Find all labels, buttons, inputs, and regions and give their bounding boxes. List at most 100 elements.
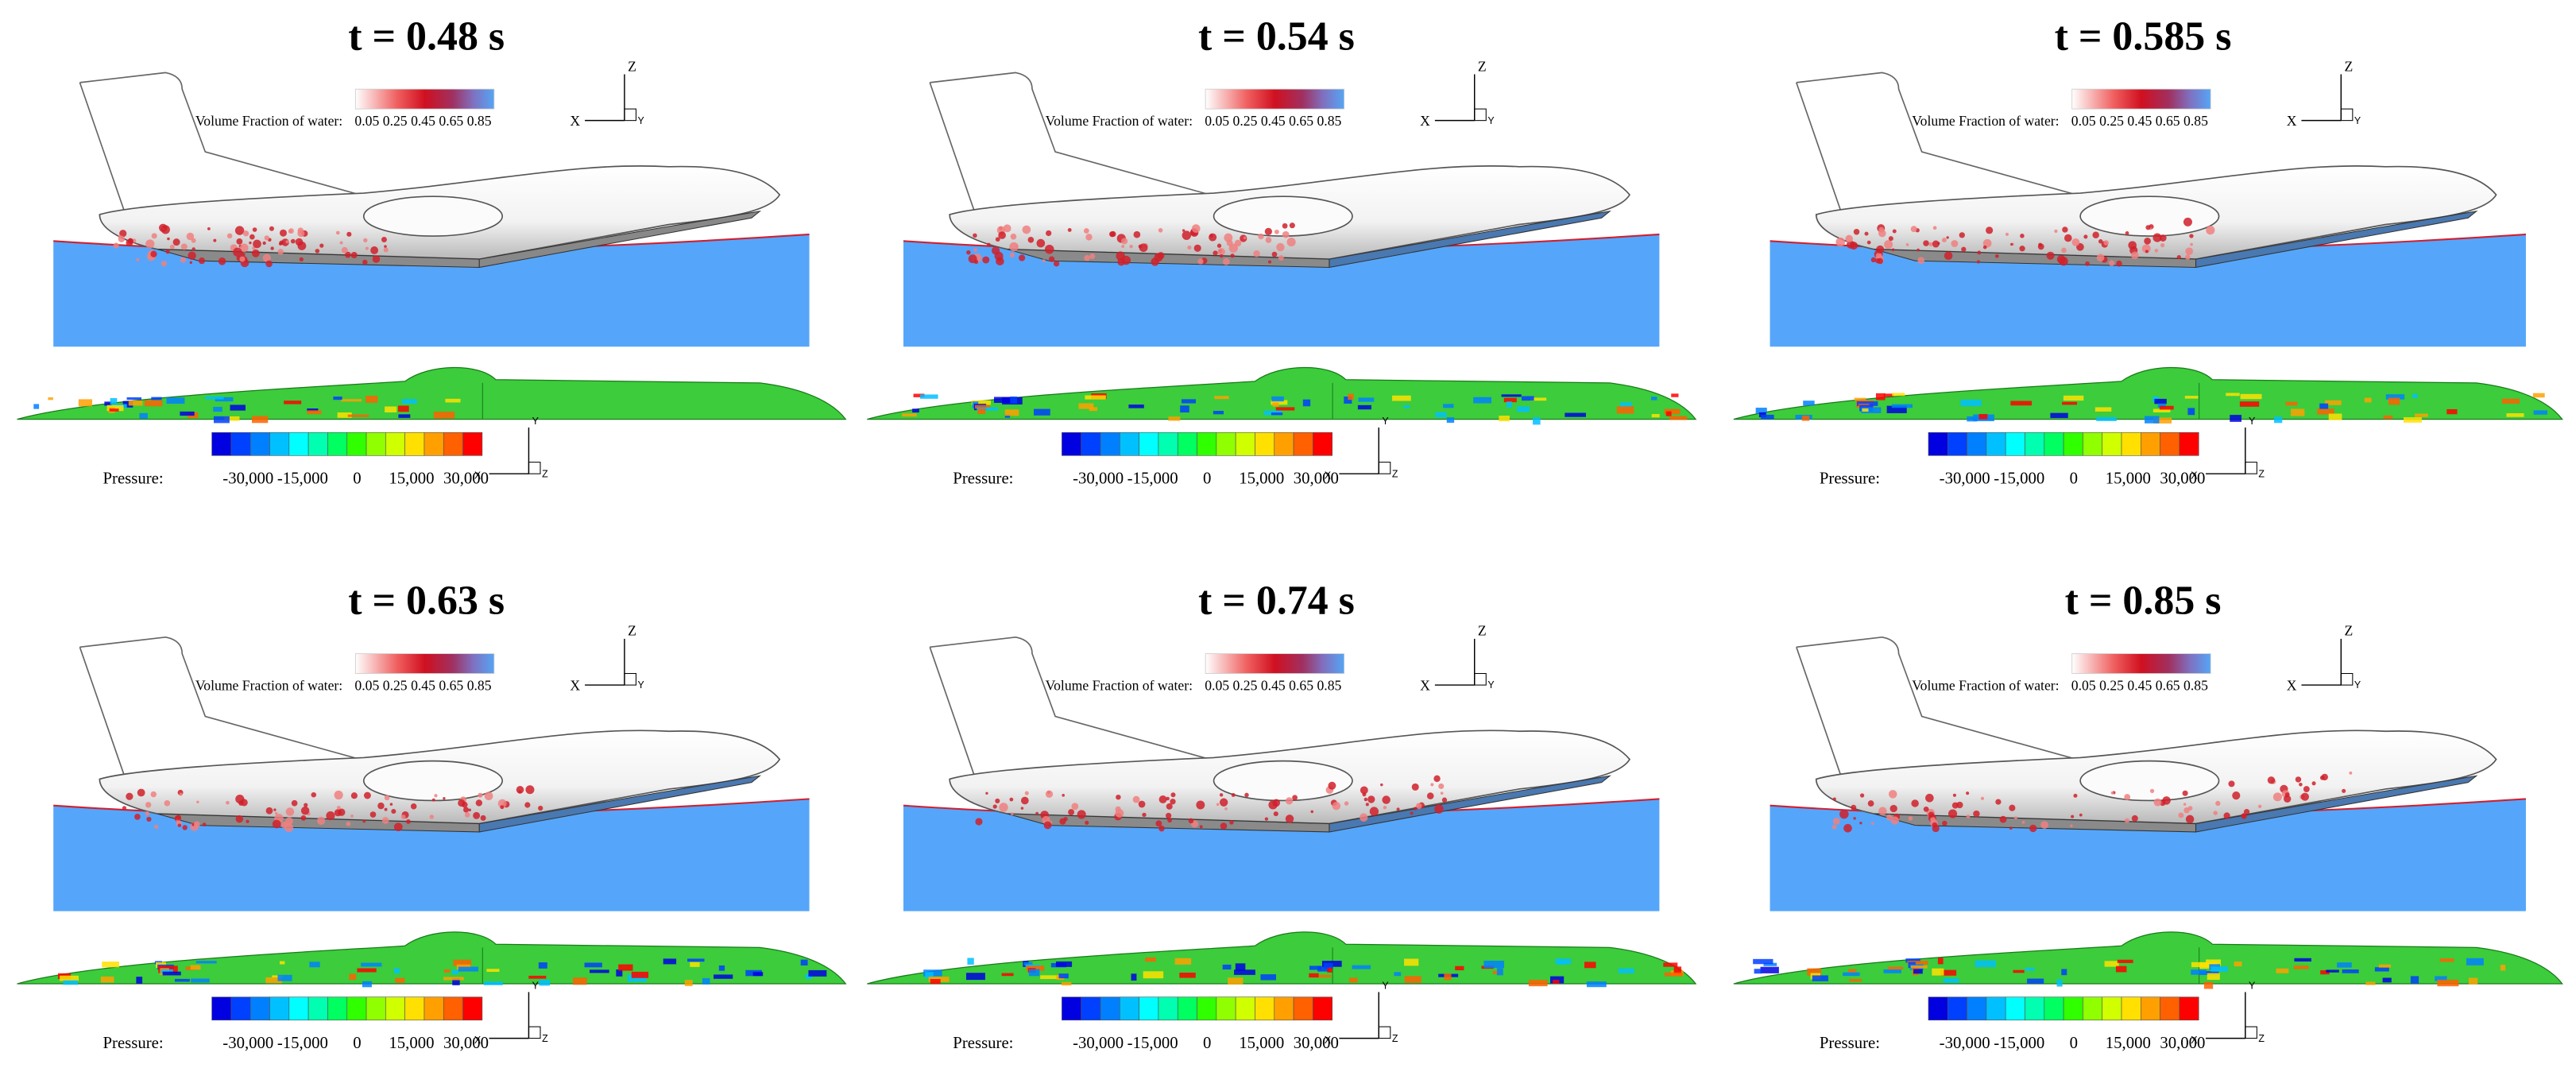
bottom-view [1733, 931, 2563, 985]
pressure-patch [1089, 407, 1098, 412]
spray [2149, 788, 2155, 794]
pressure-patch [993, 397, 1015, 403]
spray [279, 229, 287, 237]
spray [1170, 799, 1176, 805]
spray [1430, 783, 1434, 787]
pressure-patch [1443, 404, 1454, 408]
pressure-colorbar-cell [249, 431, 270, 456]
spray [2176, 255, 2181, 260]
pressure-patch [385, 406, 397, 412]
spray [2029, 824, 2037, 833]
pressure-patch [1664, 408, 1681, 415]
axis-label: Y [1487, 115, 1495, 126]
spray [1917, 248, 1920, 252]
water [1770, 234, 2526, 347]
spray [218, 257, 226, 265]
pressure-colorbar-cell [1235, 996, 1255, 1021]
axis-box [1378, 462, 1391, 474]
pressure-label: Pressure: [1820, 1034, 1880, 1052]
pressure-colorbar-cell [1967, 431, 1987, 456]
spray [1884, 240, 1893, 250]
spray [300, 815, 307, 821]
spray [299, 257, 304, 262]
pressure-patch [2446, 408, 2458, 415]
pressure-colorbar-cell [2179, 431, 2199, 456]
spray [1271, 251, 1278, 257]
spray [987, 242, 991, 247]
axis-box [1474, 108, 1487, 122]
pressure-tick: -15,000 [277, 470, 328, 488]
spray [253, 239, 261, 249]
spray [975, 818, 983, 826]
pressure-patch [1856, 401, 1878, 406]
pressure-patch [1309, 973, 1319, 978]
pressure-patch [224, 416, 240, 421]
pressure-patch [1618, 968, 1634, 973]
pressure-patch [2234, 962, 2242, 967]
spray [2190, 242, 2193, 246]
pressure-tick: 30,000 [1294, 1034, 1339, 1052]
spray [235, 815, 244, 823]
pressure-colorbar-cell [1235, 431, 1255, 456]
spray [1138, 800, 1146, 808]
spray [973, 248, 977, 252]
spray [334, 809, 342, 817]
pressure-patch [1214, 396, 1229, 400]
pressure-patch [2206, 959, 2222, 966]
pressure-tick: 30,000 [443, 470, 489, 488]
spray [1209, 234, 1213, 238]
pressure-colorbar-cell [366, 431, 386, 456]
spray [2125, 231, 2129, 235]
pressure-patch [616, 969, 623, 977]
spray [1216, 243, 1222, 248]
axis-label: Y [2249, 980, 2256, 991]
pressure-patch [1665, 411, 1672, 416]
spray [1224, 233, 1233, 242]
pressure-tick: -30,000 [222, 470, 273, 488]
pressure-patch [453, 959, 472, 966]
pressure-colorbar-cell [1100, 996, 1120, 1021]
pressure-patch [1028, 969, 1040, 977]
spray [475, 799, 483, 807]
pressure-tick: 0 [1203, 470, 1211, 488]
spray [1380, 783, 1383, 787]
spray [1911, 799, 1919, 807]
spray [998, 231, 1006, 239]
pressure-patch [1886, 405, 1907, 413]
spray [319, 243, 324, 248]
pressure-patch [1143, 971, 1164, 979]
spray [269, 226, 274, 231]
spray [1084, 254, 1090, 261]
pressure-patch [333, 397, 342, 400]
spray [1243, 236, 1247, 240]
spray [1213, 250, 1218, 256]
spray [1133, 230, 1141, 238]
pressure-patch [2025, 967, 2035, 971]
spray [1197, 258, 1204, 265]
pressure-patch [1801, 416, 1810, 421]
axis-label: X [1420, 113, 1430, 129]
pressure-patch [2533, 410, 2547, 415]
axis-label: Z [1392, 468, 1398, 479]
hull-rear [1874, 249, 2197, 269]
axis-box [2340, 108, 2354, 122]
spray [226, 233, 233, 239]
spray [995, 237, 1000, 242]
vf-label: Volume Fraction of water: [1046, 113, 1193, 129]
axis-label: Z [2344, 58, 2353, 74]
pressure-patch [1910, 965, 1928, 969]
spray [2071, 238, 2080, 246]
pressure-patch [1616, 406, 1634, 414]
spray [410, 803, 417, 810]
spray [500, 805, 505, 810]
spray [1426, 792, 1434, 799]
axis-label: X [474, 470, 482, 481]
pressure-patch [151, 397, 162, 400]
pressure-patch [902, 413, 917, 417]
vf-colorbar [2071, 653, 2211, 674]
axis-label: X [474, 1035, 482, 1046]
pressure-patch [1892, 393, 1905, 397]
spray [2321, 773, 2328, 781]
spray [468, 808, 472, 812]
spray [381, 237, 387, 242]
